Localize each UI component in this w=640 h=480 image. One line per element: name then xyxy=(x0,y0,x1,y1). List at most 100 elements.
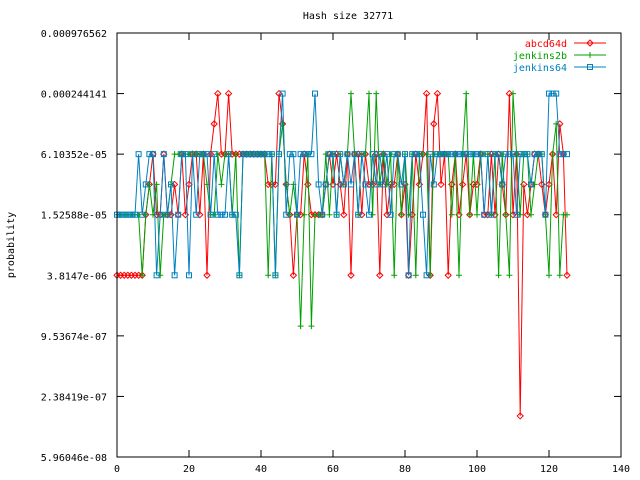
data-point xyxy=(361,150,370,158)
data-point xyxy=(528,211,534,218)
data-point xyxy=(236,272,243,279)
data-point xyxy=(517,211,524,218)
data-point xyxy=(135,211,142,218)
data-point xyxy=(332,150,341,158)
data-point xyxy=(142,181,149,188)
data-point xyxy=(348,90,354,97)
data-point xyxy=(587,52,593,58)
data-point xyxy=(214,89,222,98)
data-point xyxy=(422,89,431,98)
data-point xyxy=(132,211,138,218)
data-point xyxy=(286,151,293,158)
data-point xyxy=(535,151,542,158)
data-point xyxy=(232,211,239,218)
data-point xyxy=(196,211,204,219)
data-point xyxy=(124,211,131,218)
data-point xyxy=(531,151,538,158)
legend-label: abcd64d xyxy=(525,39,567,50)
data-point xyxy=(427,272,434,279)
plot-frame xyxy=(116,32,622,458)
data-point xyxy=(138,271,146,279)
y-tick-label: 3.8147e-06 xyxy=(47,271,107,282)
data-point xyxy=(326,211,333,218)
data-point xyxy=(488,211,495,218)
data-point xyxy=(344,151,351,158)
data-point xyxy=(445,151,452,158)
data-point xyxy=(513,151,520,158)
data-point xyxy=(272,272,279,279)
data-point xyxy=(398,211,405,218)
data-point xyxy=(423,151,430,158)
data-point xyxy=(492,151,498,158)
data-point xyxy=(481,211,488,218)
data-point xyxy=(487,150,496,158)
data-point xyxy=(538,151,545,158)
data-point xyxy=(376,181,383,188)
data-point xyxy=(495,272,502,279)
x-tick-label: 0 xyxy=(114,464,120,475)
data-point xyxy=(506,151,513,158)
data-point xyxy=(366,90,372,97)
data-point xyxy=(294,211,300,218)
y-axis-label: probability xyxy=(6,212,17,278)
data-point xyxy=(185,180,193,189)
data-point xyxy=(200,151,207,158)
y-tick-label: 0.000244141 xyxy=(41,90,107,101)
data-point xyxy=(301,211,308,218)
data-point xyxy=(474,211,480,218)
data-point xyxy=(322,181,329,188)
data-point xyxy=(373,181,380,188)
series-layer xyxy=(113,89,571,420)
data-point xyxy=(510,90,516,97)
data-point xyxy=(556,151,563,158)
data-point xyxy=(556,272,563,279)
x-tick-label: 60 xyxy=(327,464,339,475)
y-tick-label: 5.96046e-08 xyxy=(41,453,107,464)
data-point xyxy=(308,151,315,158)
data-point xyxy=(430,120,438,128)
data-point xyxy=(279,90,286,97)
data-point xyxy=(170,180,179,189)
x-tick-label: 80 xyxy=(399,464,411,475)
data-point xyxy=(211,211,218,218)
data-point xyxy=(347,271,355,279)
data-point xyxy=(430,181,437,188)
data-point xyxy=(362,181,369,188)
data-point xyxy=(553,90,560,97)
data-point xyxy=(459,151,466,158)
x-tick-label: 20 xyxy=(183,464,195,475)
data-point xyxy=(505,89,514,98)
data-point xyxy=(315,181,322,188)
data-point xyxy=(546,272,552,279)
data-point xyxy=(150,151,156,158)
data-point xyxy=(218,181,225,188)
data-point xyxy=(340,181,347,188)
data-point xyxy=(283,211,290,218)
data-point xyxy=(224,89,233,98)
data-point xyxy=(121,211,128,218)
data-point xyxy=(146,151,153,158)
data-point xyxy=(268,151,275,158)
data-point xyxy=(542,211,549,218)
data-point xyxy=(319,211,326,218)
x-tick-label: 140 xyxy=(612,464,630,475)
data-point xyxy=(409,151,416,158)
data-point xyxy=(210,120,218,128)
data-point xyxy=(391,272,398,279)
series-line xyxy=(117,93,567,276)
data-point xyxy=(373,90,380,97)
data-point xyxy=(448,151,455,158)
data-point xyxy=(139,211,146,218)
data-point xyxy=(499,151,506,158)
data-point xyxy=(160,151,167,158)
series-jenkins64 xyxy=(114,90,570,279)
data-point xyxy=(358,211,366,219)
data-point xyxy=(549,90,556,97)
data-point xyxy=(376,151,383,158)
data-point xyxy=(531,181,538,188)
data-point xyxy=(333,211,340,218)
data-point xyxy=(265,151,272,158)
data-point xyxy=(441,151,448,158)
